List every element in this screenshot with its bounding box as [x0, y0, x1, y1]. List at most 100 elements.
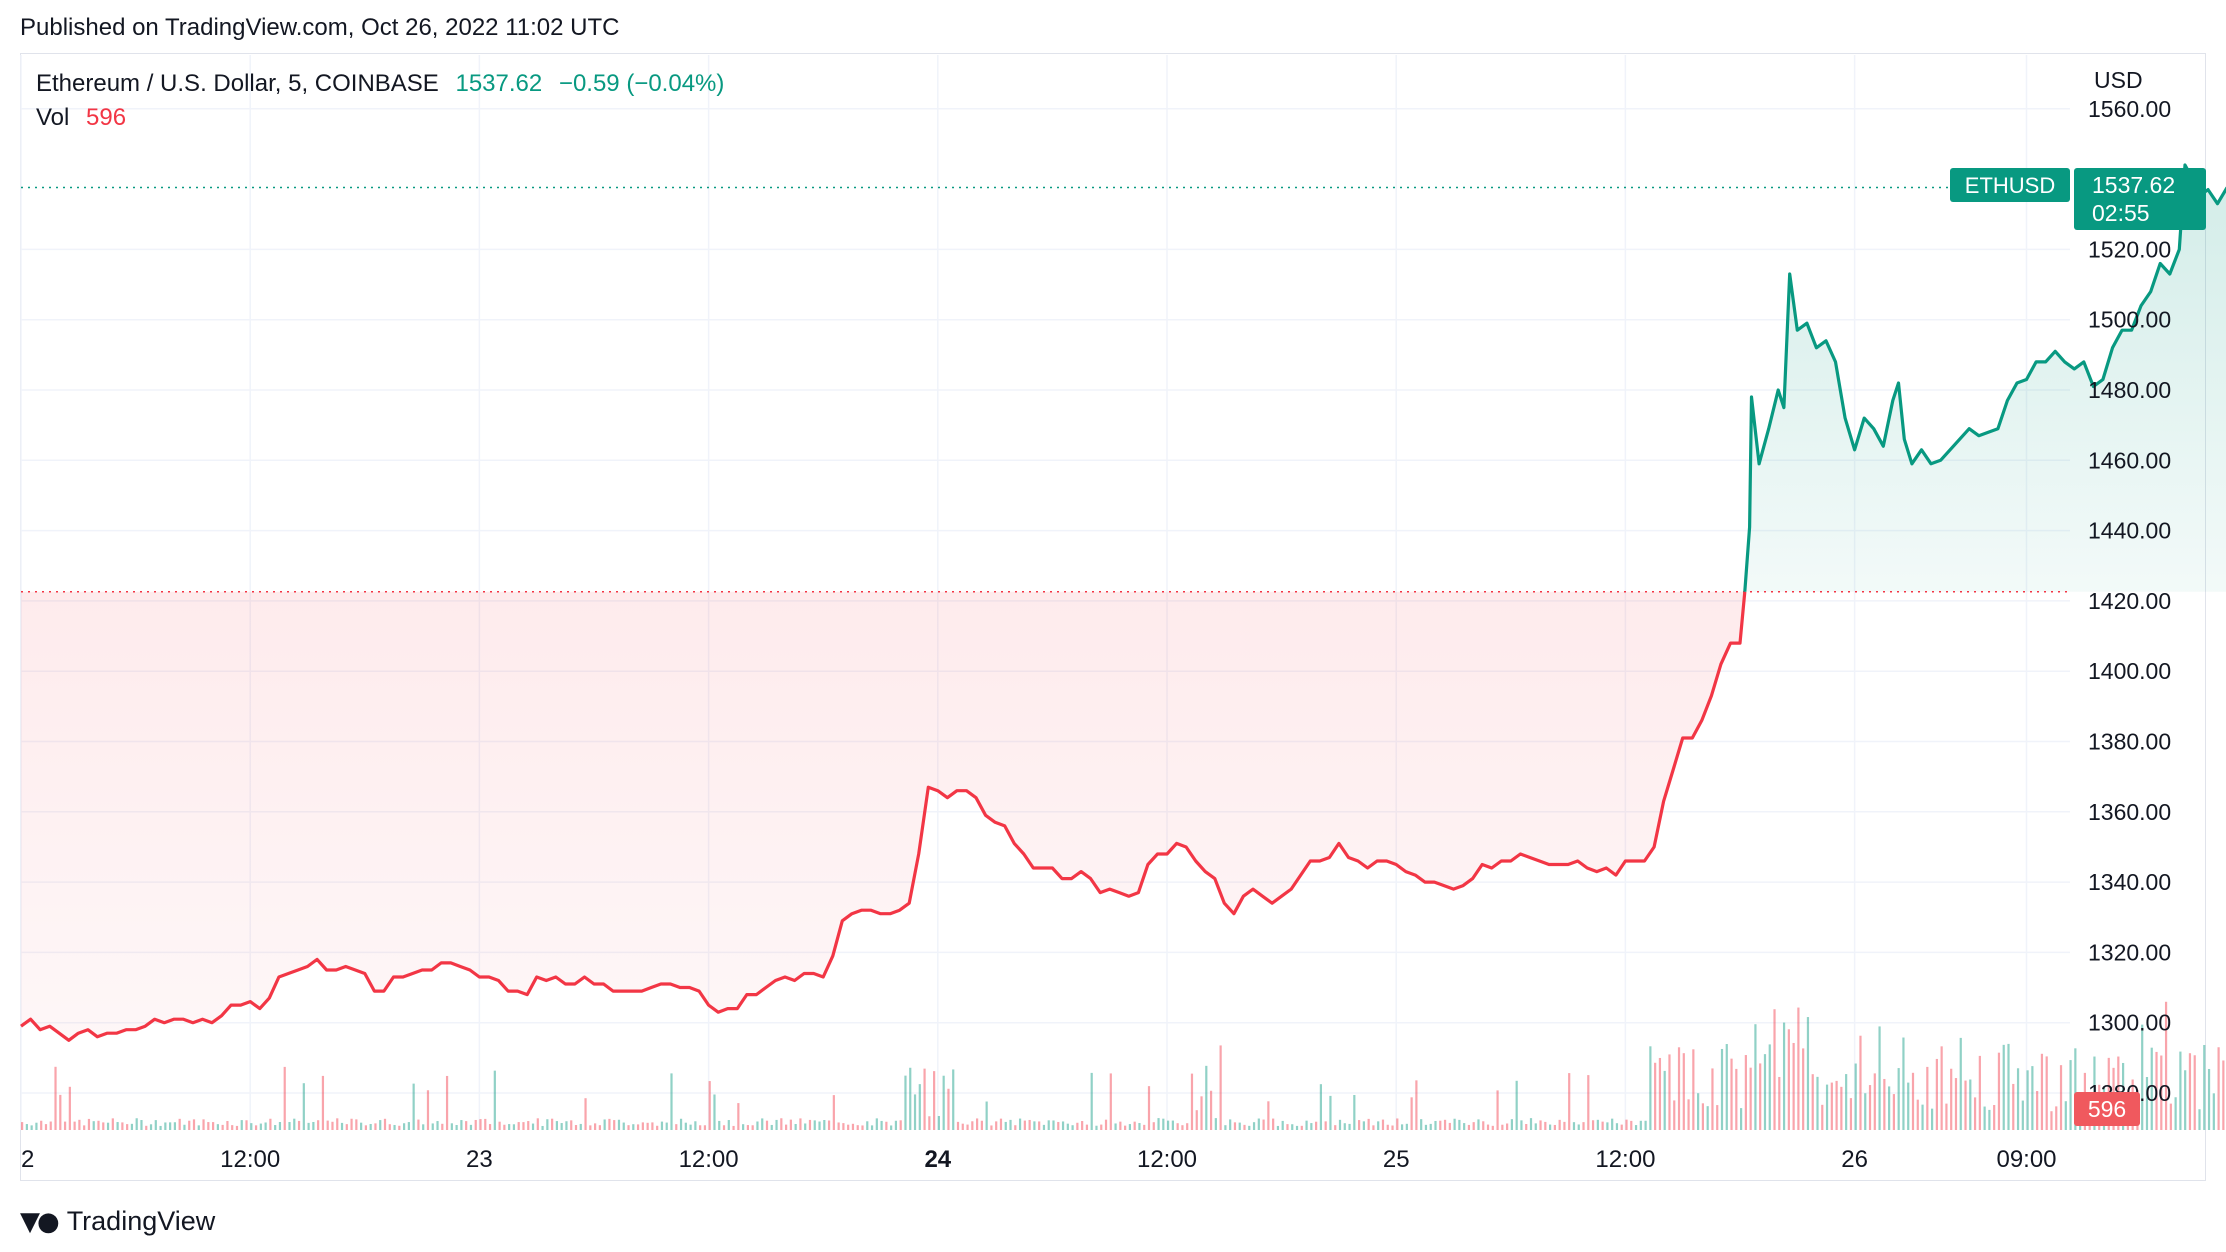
volume-bar	[2050, 1111, 2053, 1130]
volume-bar	[245, 1120, 248, 1130]
volume-bar	[2155, 1051, 2158, 1130]
volume-bar	[684, 1122, 687, 1130]
time-axis[interactable]: 2 12:00 23 12:00 24 12:00 25 12:00 26 09:00	[21, 1146, 2057, 1173]
volume-bar	[1921, 1104, 1924, 1130]
volume-bar	[40, 1120, 43, 1130]
volume-bar	[531, 1123, 535, 1130]
volume-bar	[808, 1119, 812, 1130]
volume-bar	[832, 1095, 835, 1130]
volume-bar	[2016, 1068, 2020, 1130]
volume-bar	[417, 1119, 420, 1130]
volume-bar	[947, 1088, 950, 1130]
volume-bar	[541, 1125, 544, 1130]
volume-bar	[956, 1121, 960, 1130]
volume-bar	[1463, 1123, 1466, 1130]
volume-bar	[2184, 1070, 2187, 1130]
volume-bar	[321, 1075, 325, 1130]
volume-bar	[1329, 1095, 1332, 1130]
volume-bar	[1630, 1120, 1633, 1130]
volume-bar	[1334, 1125, 1337, 1130]
y-tick-label: 1380.00	[2088, 729, 2171, 755]
volume-bar	[1109, 1073, 1112, 1130]
volume-bar	[2150, 1047, 2153, 1130]
volume-bar	[383, 1118, 387, 1130]
x-tick-label: 26	[1841, 1146, 1868, 1173]
volume-bar	[627, 1125, 630, 1130]
volume-bar	[1711, 1068, 1714, 1130]
volume-bar	[1515, 1080, 1518, 1130]
volume-bar	[966, 1124, 969, 1130]
volume-bar	[1510, 1119, 1513, 1130]
volume-bar	[971, 1121, 974, 1130]
volume-bar	[1634, 1125, 1638, 1130]
volume-bar	[584, 1098, 587, 1130]
volume-bar	[1768, 1044, 1771, 1130]
volume-bar	[1706, 1106, 1709, 1130]
volume-bar	[240, 1120, 243, 1130]
volume-bar	[1816, 1076, 1819, 1130]
tradingview-logo[interactable]: ▼● TradingView	[20, 1206, 215, 1237]
volume-bar	[1186, 1123, 1189, 1130]
y-tick-label: 1340.00	[2088, 869, 2171, 895]
volume-bar	[1926, 1066, 1929, 1130]
volume-bar	[2164, 1001, 2168, 1130]
volume-bar	[1410, 1097, 1413, 1130]
volume-bar	[412, 1083, 415, 1130]
volume-bar	[799, 1118, 802, 1130]
volume-bar	[1042, 1124, 1046, 1130]
volume-bar	[1033, 1121, 1036, 1130]
volume-bar	[1171, 1120, 1174, 1130]
volume-bar	[140, 1120, 143, 1130]
y-tick-label: 1500.00	[2088, 307, 2171, 333]
volume-bar	[92, 1121, 95, 1130]
volume-bar	[1104, 1119, 1108, 1130]
volume-bar	[1348, 1123, 1351, 1130]
volume-bar	[861, 1125, 864, 1130]
price-axis[interactable]: 1280.001300.001320.001340.001360.001380.…	[2088, 96, 2171, 1106]
volume-bar	[1472, 1122, 1475, 1130]
volume-bar	[350, 1118, 353, 1130]
volume-bar	[918, 1084, 921, 1130]
volume-bar	[364, 1125, 367, 1130]
volume-bar	[780, 1118, 783, 1130]
volume-bar	[1190, 1073, 1194, 1130]
volume-bar	[1038, 1121, 1041, 1130]
volume-bar	[1014, 1125, 1017, 1130]
volume-bar	[813, 1120, 816, 1130]
volume-bar	[818, 1121, 821, 1130]
volume-bar	[1224, 1125, 1227, 1130]
volume-bar	[1825, 1084, 1829, 1130]
volume-bar	[1663, 1070, 1666, 1130]
volume-bar	[2021, 1100, 2024, 1130]
volume-bar	[999, 1118, 1003, 1130]
volume-bar	[1071, 1125, 1074, 1130]
volume-bar	[1090, 1072, 1093, 1130]
x-tick-label: 23	[466, 1146, 493, 1173]
volume-bar	[2179, 1051, 2182, 1130]
volume-bar	[355, 1119, 358, 1130]
volume-bar	[751, 1125, 754, 1130]
volume-bar	[1257, 1118, 1260, 1130]
volume-bar	[1415, 1080, 1418, 1130]
volume-bar	[1806, 1017, 1810, 1130]
volume-bar	[646, 1122, 649, 1130]
volume-bar	[1525, 1124, 1528, 1130]
volume-bar	[1276, 1125, 1280, 1130]
x-tick-label: 25	[1383, 1146, 1410, 1173]
volume-bar	[1085, 1124, 1089, 1130]
x-tick-label: 24	[924, 1146, 951, 1173]
volume-bar	[1353, 1095, 1356, 1130]
volume-bar	[894, 1120, 898, 1130]
volume-bar	[1740, 1108, 1743, 1130]
volume-title: Vol	[36, 104, 70, 131]
volume-bar	[2055, 1106, 2058, 1130]
volume-bar	[1649, 1046, 1652, 1130]
volume-bar	[1119, 1121, 1122, 1130]
volume-bar	[469, 1124, 473, 1130]
volume-bar	[178, 1118, 181, 1130]
volume-bar	[1840, 1086, 1843, 1130]
below-baseline-fill	[21, 591, 1745, 1041]
volume-bar	[1945, 1103, 1948, 1130]
volume-bar	[2002, 1044, 2005, 1130]
